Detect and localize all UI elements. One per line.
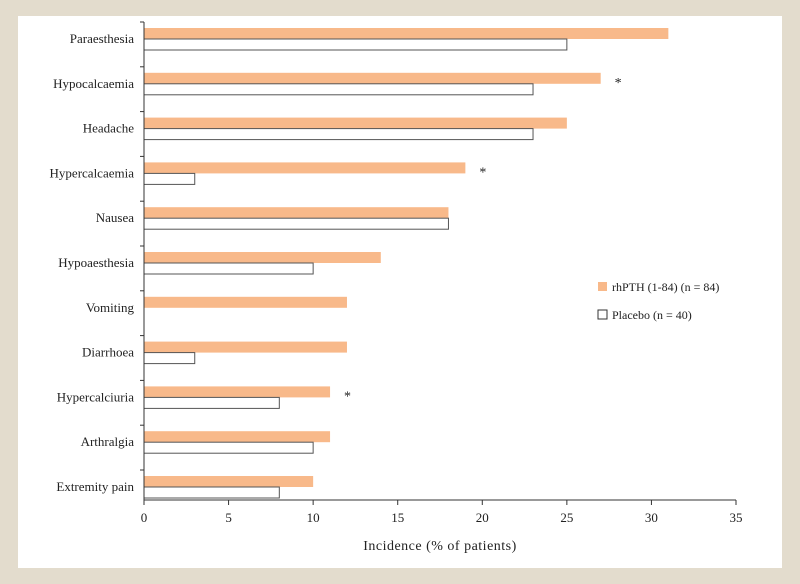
rhpth-bar-headache: [144, 117, 567, 129]
x-axis-title: Incidence (% of patients): [363, 539, 517, 554]
x-tick-label: 0: [141, 510, 148, 525]
legend-rhpth-label: rhPTH (1-84) (n = 84): [612, 280, 719, 294]
category-vomiting-label: Vomiting: [86, 300, 135, 315]
category-paraesthesia-label: Paraesthesia: [70, 31, 134, 46]
category-headache-label: Headache: [83, 121, 134, 136]
placebo-bar-hypercalciuria: [143, 396, 280, 409]
rhpth-bar-hypocalcaemia: [144, 72, 601, 84]
category-hypoaesthesia-label: Hypoaesthesia: [58, 255, 134, 270]
bars-layer: [143, 28, 669, 499]
chart-panel: Paraesthesia Hypocalcaemia * Headache Hyperc…: [18, 16, 782, 568]
significance-marker-hypercalciuria: *: [344, 389, 351, 404]
legend-placebo-swatch: [597, 309, 608, 320]
legend: rhPTH (1-84) (n = 84) Placebo (n = 40): [597, 280, 719, 322]
category-hypocalcaemia-label: Hypocalcaemia: [53, 76, 134, 91]
placebo-bar-paraesthesia: [143, 38, 568, 51]
placebo-bar-diarrhoea: [143, 352, 196, 365]
rhpth-bar-arthralgia: [144, 431, 331, 443]
rhpth-bar-hypercalcaemia: [144, 162, 466, 174]
rhpth-bar-nausea: [144, 207, 449, 219]
legend-placebo-label: Placebo (n = 40): [612, 308, 692, 322]
x-tick-label: 5: [225, 510, 232, 525]
x-axis: 0 5 10 15 20 25 30 35: [140, 21, 743, 525]
bar-chart: Paraesthesia Hypocalcaemia * Headache Hyperc…: [50, 21, 743, 554]
category-extremity-pain-label: Extremity pain: [56, 479, 134, 494]
placebo-bar-extremity-pain: [143, 486, 280, 499]
placebo-bar-arthralgia: [143, 441, 314, 454]
significance-marker-hypercalcaemia: *: [479, 165, 486, 180]
placebo-bar-hypoaesthesia: [143, 262, 314, 275]
rhpth-bar-hypoaesthesia: [144, 252, 381, 263]
x-tick-label: 35: [730, 510, 743, 525]
legend-rhpth-swatch: [598, 282, 607, 291]
rhpth-bar-diarrhoea: [144, 341, 347, 353]
rhpth-bar-vomiting: [144, 296, 347, 308]
placebo-bar-nausea: [143, 217, 449, 230]
x-tick-label: 20: [476, 510, 489, 525]
x-tick-label: 15: [391, 510, 404, 525]
category-arthralgia-label: Arthralgia: [81, 434, 135, 449]
category-hypercalcaemia-label: Hypercalcaemia: [50, 165, 135, 180]
rhpth-bar-extremity-pain: [144, 476, 314, 487]
category-diarrhoea-label: Diarrhoea: [82, 345, 134, 360]
rhpth-bar-hypercalciuria: [144, 386, 331, 398]
x-tick-label: 10: [307, 510, 320, 525]
category-labels: Paraesthesia Hypocalcaemia * Headache Hyperc…: [50, 31, 622, 494]
category-hypercalciuria-label: Hypercalciuria: [57, 389, 134, 404]
x-tick-label: 25: [560, 510, 573, 525]
x-tick-label: 30: [645, 510, 658, 525]
rhpth-bar-paraesthesia: [144, 28, 669, 39]
placebo-bar-hypercalcaemia: [143, 172, 196, 185]
placebo-bar-headache: [143, 128, 534, 141]
category-nausea-label: Nausea: [96, 210, 134, 225]
significance-marker-hypocalcaemia: *: [615, 76, 622, 91]
placebo-bar-hypocalcaemia: [143, 83, 534, 96]
